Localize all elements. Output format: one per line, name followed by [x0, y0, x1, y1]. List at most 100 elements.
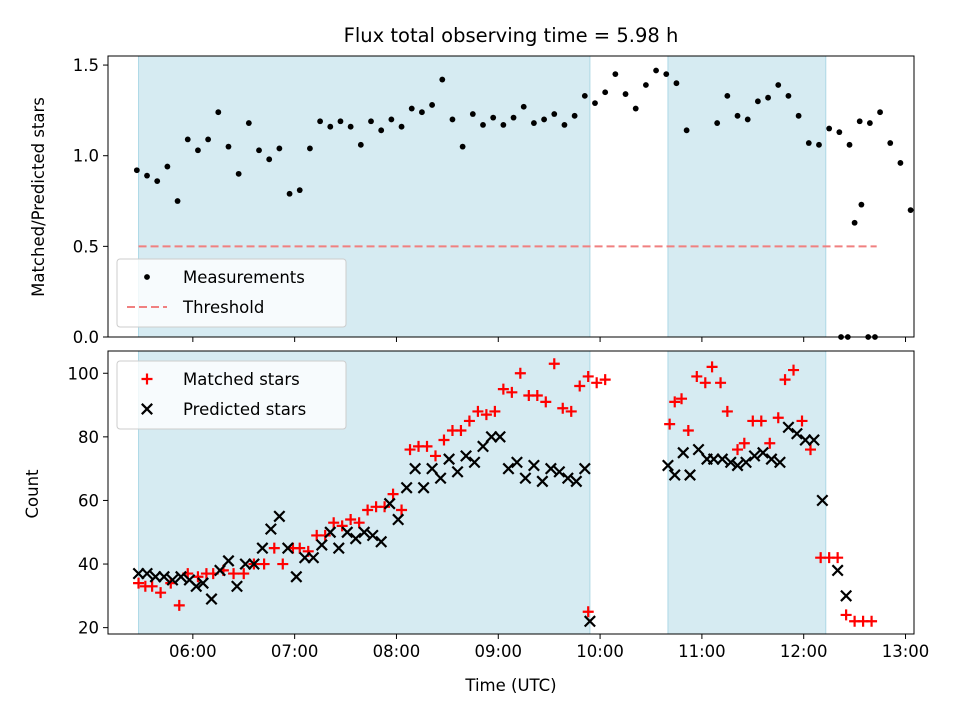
- bottom-predicted-stars-point: [166, 573, 179, 586]
- bottom-matched-stars-point: [429, 450, 441, 462]
- bottom-predicted-stars-point: [536, 475, 549, 488]
- top-measurements-point: [724, 92, 731, 99]
- top-measurements-point: [419, 109, 425, 116]
- top-measurements-point: [683, 127, 690, 134]
- top-measurements-point: [541, 116, 547, 123]
- bottom-predicted-stars-point: [205, 593, 218, 605]
- top-measurements-point: [144, 172, 150, 179]
- top-measurements-point: [347, 123, 354, 130]
- bottom-matched-stars-point: [277, 558, 289, 570]
- bottom-matched-stars-point: [155, 587, 167, 599]
- bottom-predicted-stars-point: [668, 469, 681, 481]
- bottom-matched-stars-point: [755, 415, 767, 427]
- bottom-y-tick-label: 100: [68, 364, 100, 383]
- bottom-predicted-stars-point: [731, 459, 744, 472]
- top-legend-box: [116, 258, 347, 328]
- top-measurements-point: [744, 116, 751, 123]
- top-measurements-point: [337, 118, 344, 125]
- bottom-predicted-stars-point: [281, 542, 294, 555]
- bottom-predicted-stars-point: [477, 440, 489, 453]
- bottom-matched-stars-point: [804, 444, 816, 456]
- legend-label: Predicted stars: [183, 400, 306, 419]
- top-measurements-point: [642, 82, 649, 88]
- top-measurements-point: [174, 198, 181, 204]
- bottom-predicted-stars-point: [451, 465, 464, 478]
- top-y-tick-label: 1.0: [73, 147, 99, 166]
- top-measurements-point: [851, 219, 858, 226]
- top-measurements-point: [836, 129, 843, 136]
- top-measurements-point: [368, 118, 374, 125]
- bottom-predicted-stars-point: [190, 580, 203, 593]
- bottom-predicted-stars-point: [684, 469, 696, 481]
- bottom-matched-stars-point: [353, 517, 365, 529]
- bottom-matched-stars-point: [506, 386, 518, 398]
- top-measurements-point: [581, 92, 588, 99]
- top-legend: Measurements Threshold: [116, 258, 347, 328]
- top-measurements-point: [673, 80, 680, 87]
- bottom-matched-stars-point: [336, 520, 348, 532]
- bottom-predicted-stars-point: [158, 570, 170, 583]
- top-measurements-point: [307, 145, 313, 152]
- top-measurements-point: [327, 123, 334, 130]
- bottom-matched-stars-point: [796, 415, 808, 427]
- legend-marker-dot: [144, 274, 150, 280]
- bottom-predicted-stars-point: [519, 472, 532, 485]
- top-measurements-point: [449, 116, 456, 123]
- bottom-predicted-stars-point: [307, 551, 320, 564]
- top-measurements-point: [184, 136, 191, 143]
- x-tick-label: 09:00: [474, 642, 522, 661]
- bottom-matched-stars-point: [238, 568, 250, 580]
- bottom-predicted-stars-point: [561, 472, 574, 485]
- bottom-matched-stars-point: [192, 571, 204, 583]
- top-measurements-point: [734, 112, 741, 119]
- bottom-matched-stars-point: [779, 374, 791, 386]
- bottom-predicted-stars-point: [358, 526, 371, 539]
- bottom-predicted-stars-point: [400, 481, 413, 494]
- top-measurements-point: [439, 76, 446, 83]
- bottom-observing-interval-1: [667, 350, 827, 635]
- bottom-matched-stars-point: [387, 488, 399, 500]
- top-measurements-point: [826, 125, 833, 132]
- top-measurements-point: [714, 120, 721, 126]
- chart-title: Flux total observing time = 5.98 h: [344, 24, 679, 47]
- bottom-y-tick-label: 60: [78, 491, 99, 510]
- bottom-matched-stars-point: [582, 370, 594, 382]
- bottom-matched-stars-point: [732, 444, 744, 456]
- bottom-predicted-stars-point: [214, 564, 226, 577]
- top-measurements-point: [276, 145, 283, 152]
- bottom-matched-stars-point: [133, 577, 145, 589]
- bottom-predicted-stars-point: [583, 615, 596, 628]
- x-tick-label: 08:00: [373, 642, 421, 661]
- bottom-predicted-stars-point: [264, 523, 277, 536]
- bottom-matched-stars-point: [682, 424, 694, 436]
- x-tick-label: 07:00: [271, 642, 319, 661]
- bottom-predicted-stars-point: [578, 462, 591, 475]
- bottom-predicted-stars-point: [460, 449, 473, 462]
- bottom-matched-stars-point: [565, 405, 577, 417]
- top-measurements-point: [205, 136, 212, 143]
- bottom-predicted-stars-point: [443, 453, 456, 466]
- top-measurements-point: [408, 105, 415, 112]
- top-measurements-point: [154, 178, 161, 184]
- top-measurements-point: [429, 102, 435, 108]
- bottom-predicted-stars-point: [677, 446, 690, 459]
- bottom-predicted-stars-point: [570, 475, 583, 488]
- top-measurements-point: [754, 98, 761, 105]
- bottom-matched-stars-point: [531, 390, 543, 402]
- bottom-predicted-stars-point: [324, 526, 337, 539]
- bottom-predicted-stars-point: [831, 564, 844, 577]
- top-measurements-point: [235, 170, 242, 177]
- bottom-predicted-stars-point: [366, 529, 379, 542]
- bottom-predicted-stars-point: [383, 497, 396, 510]
- top-measurements-point: [133, 167, 140, 174]
- bottom-legend: Matched stars Predicted stars: [116, 360, 347, 430]
- bottom-predicted-stars-point: [332, 542, 345, 555]
- bottom-predicted-stars-point: [273, 510, 286, 523]
- bottom-predicted-stars-point: [765, 453, 778, 466]
- bottom-y-tick-label: 20: [78, 619, 99, 638]
- bottom-predicted-stars-point: [341, 526, 354, 539]
- top-measurements-point: [897, 160, 904, 166]
- bottom-matched-stars-point: [258, 558, 270, 570]
- bottom-matched-stars-point: [715, 377, 727, 389]
- top-measurements-point: [490, 114, 497, 121]
